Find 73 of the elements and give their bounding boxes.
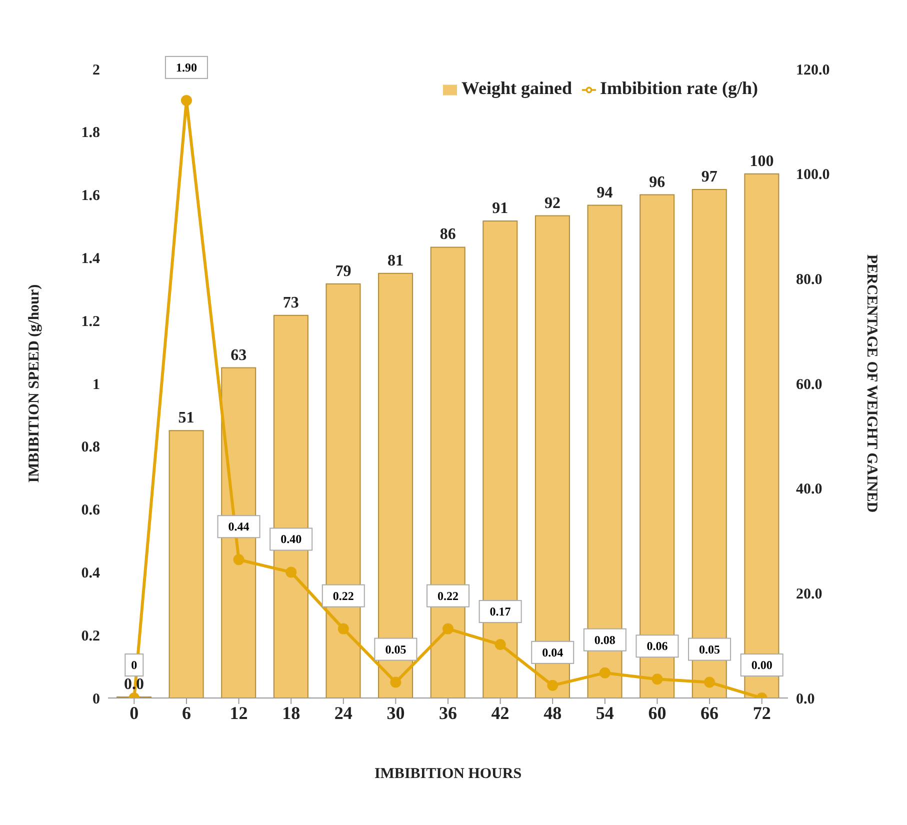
- y2-axis-title: PERCENTAGE OF WEIGHT GAINED: [864, 254, 880, 513]
- data-label: 97: [701, 168, 718, 186]
- data-label: 0.40: [280, 532, 302, 546]
- data-label: 91: [492, 200, 508, 218]
- x-tick-label: 42: [491, 702, 510, 723]
- data-label: 86: [440, 226, 456, 244]
- y-tick-label: 2: [92, 62, 100, 78]
- y-tick-label: 1.4: [81, 251, 100, 268]
- point: [442, 623, 454, 634]
- data-label: 94: [596, 184, 613, 202]
- data-label: 0.05: [385, 642, 406, 656]
- point: [599, 667, 610, 678]
- y-tick-label: 0.8: [81, 440, 100, 456]
- y2-tick-label: 0.0: [796, 691, 815, 708]
- x-tick-label: 54: [596, 702, 614, 723]
- x-tick-label: 18: [282, 702, 300, 723]
- data-label: 0.17: [490, 604, 511, 619]
- data-label: 63: [230, 346, 247, 364]
- point: [547, 680, 558, 691]
- data-label: 0.22: [332, 588, 354, 603]
- x-tick-label: 6: [182, 702, 191, 723]
- y-tick-label: 1.8: [81, 125, 100, 142]
- data-label: 51: [178, 410, 194, 427]
- y2-tick-label: 100.0: [796, 167, 830, 184]
- point: [652, 674, 663, 685]
- y2-tick-label: 40.0: [796, 482, 822, 498]
- data-label: 81: [388, 252, 404, 270]
- x-tick-label: 24: [334, 702, 352, 723]
- y-tick-label: 0.4: [81, 566, 100, 582]
- point: [704, 676, 716, 688]
- x-tick-label: 72: [752, 702, 771, 723]
- y-tick-label: 0.2: [81, 628, 100, 644]
- data-label: 73: [282, 294, 299, 312]
- x-tick-label: 12: [230, 702, 248, 723]
- point: [233, 554, 244, 566]
- data-label: 0.04: [542, 645, 564, 660]
- data-label: 0.08: [594, 632, 616, 647]
- point: [494, 639, 506, 650]
- data-label: 0: [131, 658, 138, 672]
- data-label: 0.05: [699, 642, 720, 656]
- x-tick-label: 66: [700, 702, 719, 723]
- data-label: 0.06: [646, 639, 668, 654]
- data-label: 96: [649, 174, 666, 191]
- legend-label: Imbibition rate (g/h): [600, 78, 758, 98]
- y-axis-title: IMBIBITION SPEED (g/hour): [26, 284, 42, 483]
- y2-tick-label: 120.0: [796, 62, 830, 78]
- data-label: 92: [544, 194, 560, 212]
- data-label: 0.22: [438, 588, 458, 603]
- y-tick-label: 0: [92, 691, 100, 708]
- bar: [168, 430, 204, 698]
- data-label: 100: [750, 152, 774, 170]
- point: [338, 623, 349, 634]
- point: [390, 676, 402, 688]
- x-axis-title: IMBIBITION HOURS: [374, 766, 522, 782]
- y2-tick-label: 80.0: [796, 272, 822, 288]
- x-tick-label: 48: [544, 702, 562, 723]
- y2-tick-label: 20.0: [796, 586, 822, 602]
- y-tick-label: 1: [92, 376, 100, 393]
- data-label: 0.44: [228, 520, 250, 534]
- x-tick-label: 60: [648, 702, 666, 723]
- data-label: 1.90: [176, 60, 197, 74]
- legend-label: Weight gained: [461, 78, 572, 98]
- y-tick-label: 1.6: [81, 188, 100, 204]
- y-tick-label: 1.2: [81, 314, 100, 330]
- data-label: 79: [335, 262, 352, 280]
- y-tick-label: 0.6: [81, 502, 100, 519]
- x-tick-label: 30: [386, 702, 405, 723]
- point: [286, 566, 297, 578]
- x-tick-label: 0: [130, 702, 139, 723]
- point: [180, 94, 192, 106]
- x-tick-label: 36: [439, 702, 457, 723]
- y2-tick-label: 60.0: [796, 376, 822, 393]
- data-label: 0.00: [751, 658, 772, 672]
